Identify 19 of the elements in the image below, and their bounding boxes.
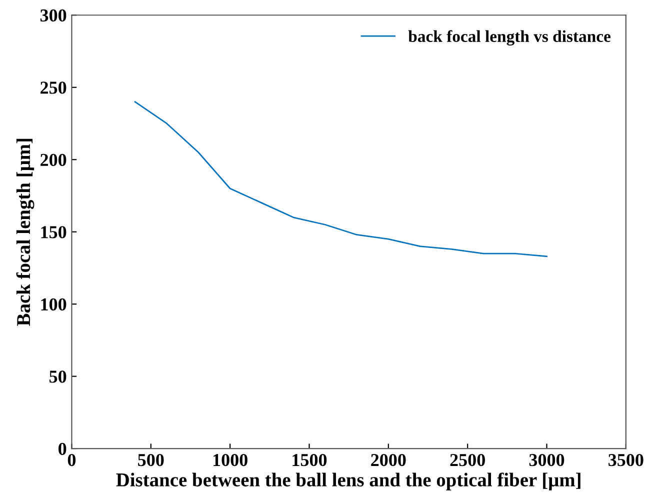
x-axis-title: Distance between the ball lens and the optical fiber [μm] (116, 472, 580, 490)
x-tick-label: 0 (68, 454, 76, 466)
y-tick-label: 50 (50, 370, 66, 383)
x-tick-label: 500 (138, 454, 164, 466)
y-tick-label: 150 (41, 226, 66, 238)
x-tick-label: 1000 (213, 454, 248, 466)
x-tick-label: 3000 (529, 454, 564, 466)
y-tick-label: 250 (40, 82, 66, 94)
y-tick-label: 0 (58, 442, 66, 455)
legend-label: back focal length vs distance (408, 30, 610, 46)
y-tick-label: 300 (40, 9, 66, 22)
x-tick-label: 2000 (371, 454, 406, 466)
x-tick-label: 1500 (292, 454, 327, 466)
line-series (134, 101, 548, 258)
y-axis-title: Back focal length [μm] (16, 138, 34, 326)
x-tick-label: 3500 (608, 454, 644, 466)
x-tick-label: 2500 (450, 454, 485, 466)
y-tick-label: 200 (40, 154, 66, 166)
y-tick-label: 100 (41, 298, 66, 311)
